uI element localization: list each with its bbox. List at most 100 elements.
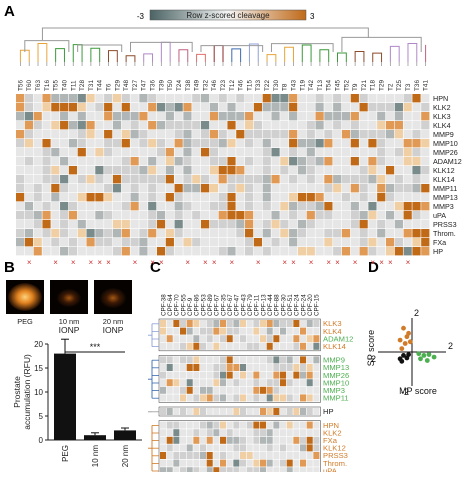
heatmap-cell xyxy=(385,103,395,112)
heatmap-cell xyxy=(341,121,351,130)
heatmap-cell xyxy=(183,139,192,148)
col-label: T41 xyxy=(423,80,430,91)
heatmap-cell xyxy=(130,202,139,211)
heatmap-cell xyxy=(148,130,157,139)
heatmap-cell xyxy=(253,371,260,379)
heatmap-cell xyxy=(233,421,240,429)
heatmap-cell xyxy=(95,94,104,103)
heatmap-cell xyxy=(280,452,287,459)
heatmap-cell xyxy=(24,193,34,202)
heatmap-cell xyxy=(359,130,368,139)
heatmap-cell xyxy=(313,394,320,402)
heatmap-cell xyxy=(306,459,313,467)
heatmap-cell xyxy=(368,175,377,184)
heatmap-cell xyxy=(271,238,280,247)
heatmap-cell xyxy=(165,202,174,211)
heatmap-cell xyxy=(286,444,293,452)
y-axis-label: SP score xyxy=(366,330,376,366)
heatmap-cell xyxy=(95,139,104,148)
heatmap-cell xyxy=(77,175,86,184)
heatmap-cell xyxy=(350,166,359,175)
heatmap-cell xyxy=(324,175,333,184)
row-label: MMP11 xyxy=(323,394,349,403)
x-marker: × xyxy=(282,258,287,267)
heatmap-cell xyxy=(42,166,51,175)
heatmap-cell xyxy=(280,320,287,327)
heatmap-cell xyxy=(280,379,287,387)
heatmap-cell xyxy=(148,202,157,211)
heatmap-cell xyxy=(86,103,95,112)
heatmap-cell xyxy=(186,467,193,475)
heatmap-cell xyxy=(220,371,227,379)
heatmap-cell xyxy=(220,408,227,415)
heatmap-cell xyxy=(68,175,78,184)
heatmap-cell xyxy=(213,459,220,467)
heatmap-cell xyxy=(377,121,386,130)
heatmap-cell xyxy=(403,139,412,148)
heatmap-cell xyxy=(148,220,157,229)
heatmap-cell xyxy=(280,394,287,402)
col-label: T19 xyxy=(299,80,306,91)
heatmap-cell xyxy=(95,229,104,238)
heatmap-cell xyxy=(200,220,210,229)
heatmap-cell xyxy=(77,247,86,256)
heatmap-cell xyxy=(173,408,180,415)
x-marker: × xyxy=(89,258,94,267)
heatmap-cell xyxy=(226,371,233,379)
heatmap-cell xyxy=(104,112,113,121)
heatmap-cell xyxy=(130,112,139,121)
heatmap-cell xyxy=(289,157,298,166)
heatmap-cell xyxy=(24,112,34,121)
heatmap-cell xyxy=(421,157,430,166)
col-label: T63 xyxy=(35,80,42,91)
heatmap-cell xyxy=(209,148,218,157)
heatmap-cell xyxy=(183,175,192,184)
heatmap-cell xyxy=(385,238,395,247)
heatmap-cell xyxy=(236,103,245,112)
heatmap-cell xyxy=(306,112,315,121)
heatmap-cell xyxy=(139,193,148,202)
heatmap-cell xyxy=(403,247,412,256)
heatmap-cell xyxy=(421,202,430,211)
heatmap-cell xyxy=(206,327,213,335)
heatmap-cell xyxy=(51,229,60,238)
heatmap-cell xyxy=(293,459,300,467)
heatmap-cell xyxy=(104,157,113,166)
col-label: T36 xyxy=(414,80,421,91)
heatmap-cell xyxy=(112,229,122,238)
heatmap-cell xyxy=(220,386,227,394)
heatmap-cell xyxy=(385,193,395,202)
heatmap-cell xyxy=(148,184,157,193)
heatmap-cell xyxy=(350,184,359,193)
heatmap-cell xyxy=(273,436,280,444)
heatmap-cell xyxy=(16,121,25,130)
heatmap-cell xyxy=(306,211,315,220)
heatmap-cell xyxy=(86,211,95,220)
heatmap-cell xyxy=(306,371,313,379)
heatmap-cell xyxy=(77,121,86,130)
heatmap-cell xyxy=(341,184,351,193)
col-label: T55 xyxy=(53,80,60,91)
heatmap-cell xyxy=(16,148,25,157)
heatmap-cell xyxy=(280,327,287,335)
heatmap-cell xyxy=(293,386,300,394)
heatmap-cell xyxy=(271,148,280,157)
heatmap-cell xyxy=(186,429,193,437)
heatmap-cell xyxy=(266,452,273,459)
heatmap-cell xyxy=(289,193,298,202)
heatmap-cell xyxy=(280,364,287,371)
row-label: MMP3 xyxy=(323,386,345,395)
heatmap-cell xyxy=(350,220,359,229)
heatmap-cell xyxy=(233,429,240,437)
heatmap-cell xyxy=(227,112,236,121)
heatmap-cell xyxy=(104,202,113,211)
heatmap-cell xyxy=(60,211,69,220)
heatmap-cell xyxy=(412,229,421,238)
row-label: KLK2 xyxy=(433,103,451,112)
heatmap-cell xyxy=(236,193,245,202)
bar xyxy=(54,353,76,440)
heatmap-cell xyxy=(173,364,180,371)
heatmap-cell xyxy=(359,238,368,247)
heatmap-cell xyxy=(200,386,207,394)
row-label: KLK3 xyxy=(433,112,451,121)
